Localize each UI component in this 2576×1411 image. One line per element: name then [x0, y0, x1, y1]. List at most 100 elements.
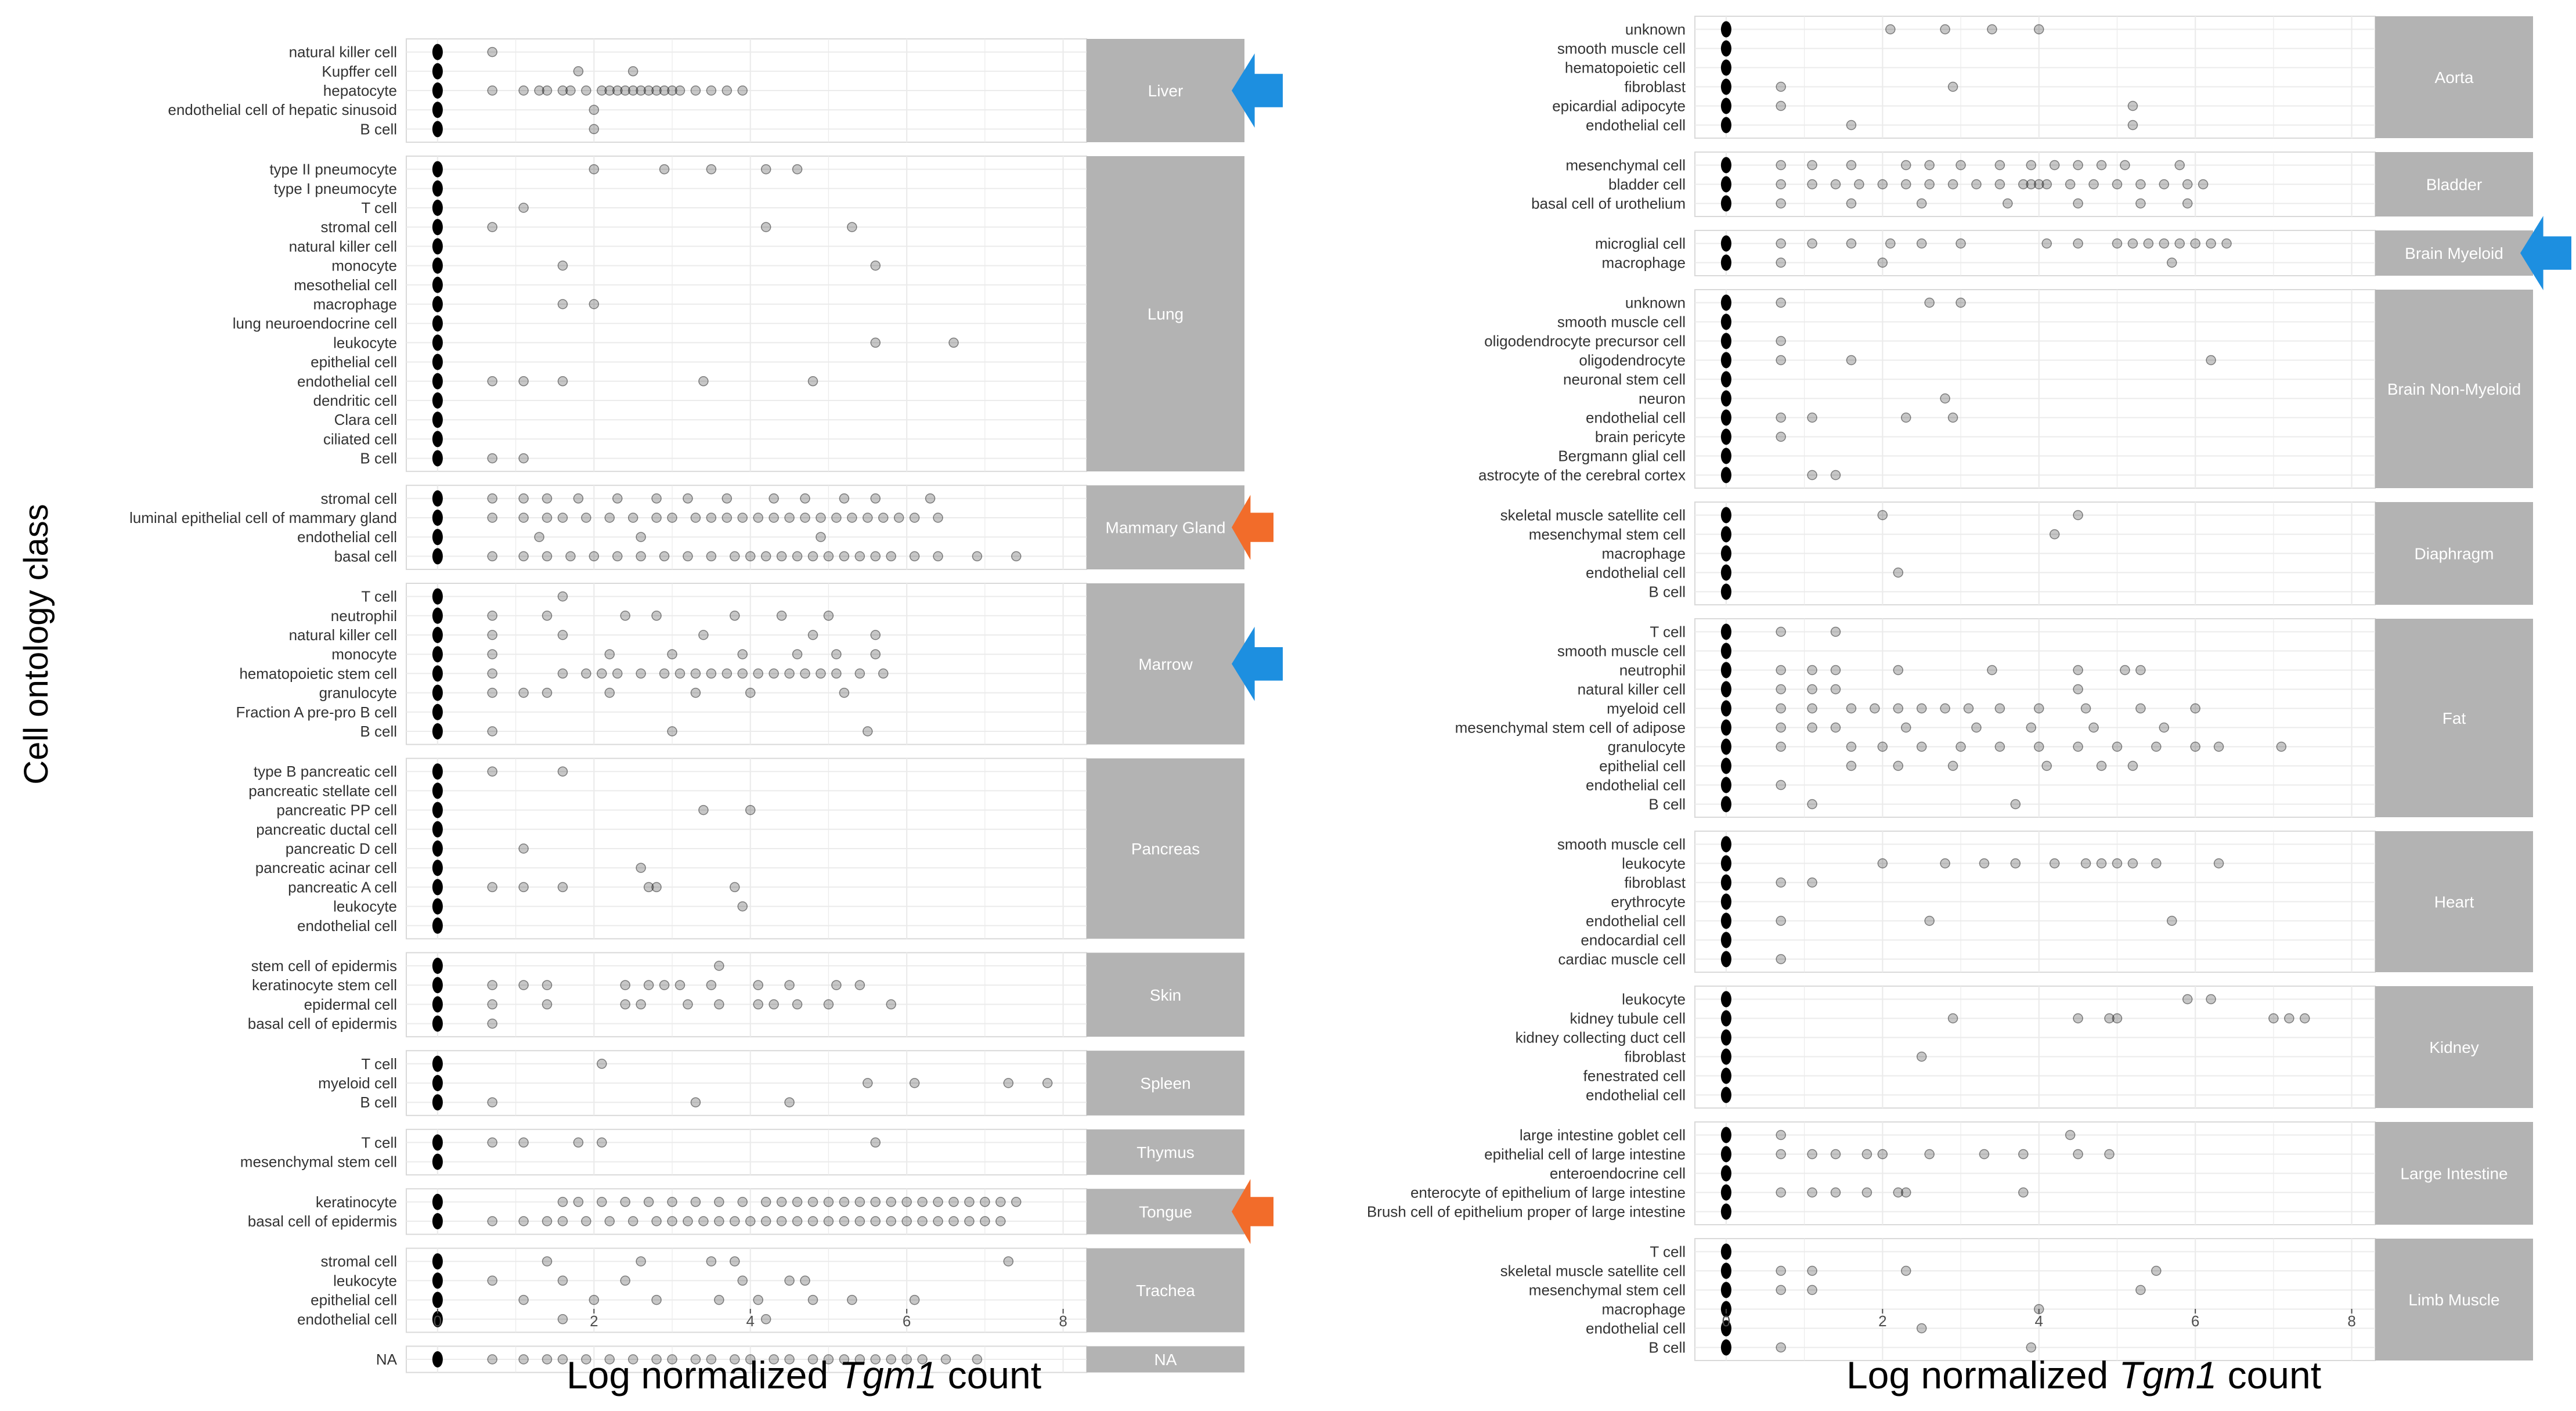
data-point [487, 611, 497, 621]
data-point [1846, 120, 1857, 131]
data-point [589, 551, 600, 562]
data-point-zero [1720, 951, 1731, 968]
class-label: endothelial cell of hepatic sinusoid [168, 101, 397, 118]
class-label: epidermal cell [304, 995, 397, 1013]
data-point [1971, 722, 1982, 733]
data-point [769, 668, 779, 679]
data-point [659, 668, 670, 679]
data-point [980, 1197, 990, 1207]
facet-strip-label: Brain Myeloid [2405, 244, 2503, 262]
data-point [800, 1275, 810, 1286]
data-point-zero [432, 161, 443, 178]
data-point [2018, 1149, 2029, 1160]
data-point [909, 1078, 920, 1088]
data-point [659, 551, 670, 562]
data-point-zero [1720, 235, 1731, 252]
class-label: NA [376, 1351, 398, 1368]
data-point [518, 1294, 529, 1305]
class-label: mesenchymal cell [1565, 157, 1686, 174]
data-point [870, 337, 881, 348]
data-point [1861, 1187, 1873, 1198]
data-point [760, 222, 771, 232]
data-point [487, 980, 497, 990]
facet-strip-brain-myeloid [2375, 230, 2533, 276]
data-point [1807, 877, 1817, 888]
data-point [2213, 741, 2224, 752]
data-point-zero [432, 238, 443, 255]
class-label: leukocyte [333, 898, 397, 915]
data-point [776, 551, 787, 562]
data-point [2300, 1013, 2310, 1024]
data-point [565, 551, 576, 562]
data-point-zero [432, 1055, 443, 1072]
facet-strip-label: Liver [1148, 82, 1184, 100]
data-point [2033, 741, 2044, 752]
data-point [518, 882, 529, 893]
data-point [698, 376, 709, 387]
data-point [839, 1197, 850, 1207]
data-point [2151, 1265, 2162, 1276]
data-point [542, 999, 553, 1010]
class-label: smooth muscle cell [1557, 40, 1686, 57]
data-point [683, 1216, 693, 1226]
x-axis-title-left: Log normalized Tgm1 count [567, 1354, 1041, 1396]
data-point [1776, 355, 1786, 366]
data-point [1776, 665, 1786, 676]
data-point [807, 1216, 818, 1226]
data-point-zero [1720, 1067, 1731, 1084]
class-label: endothelial cell [1586, 912, 1686, 930]
facet-strip-mammary-gland [1087, 485, 1244, 569]
data-point [627, 66, 638, 77]
x-axis-title-right: Log normalized Tgm1 count [1846, 1354, 2321, 1396]
data-point [800, 513, 810, 523]
class-label: type II pneumocyte [269, 161, 397, 178]
data-point [487, 726, 497, 737]
data-point [487, 1216, 497, 1226]
data-point [2268, 1013, 2279, 1024]
class-label: endothelial cell [297, 373, 397, 390]
data-point [1924, 160, 1935, 171]
data-point [2143, 238, 2154, 249]
facet-strip-trachea [1087, 1248, 1244, 1333]
class-label: basal cell of urothelium [1531, 195, 1686, 212]
data-point [1776, 1342, 1786, 1353]
data-point [1877, 1149, 1888, 1160]
x-axis-title-left-part1: Log normalized [567, 1354, 839, 1396]
data-point [487, 999, 497, 1010]
class-label: natural killer cell [289, 237, 397, 255]
data-point [589, 124, 600, 135]
data-point [776, 611, 787, 621]
data-point-zero [432, 1193, 443, 1210]
data-point-zero [1720, 1010, 1731, 1027]
data-point [721, 493, 733, 504]
data-point [1830, 684, 1841, 695]
data-point [597, 1197, 607, 1207]
class-label: T cell [361, 1134, 397, 1151]
class-label: cardiac muscle cell [1558, 951, 1686, 968]
class-label: microglial cell [1595, 235, 1686, 252]
data-point [1776, 335, 1786, 347]
data-point [2135, 665, 2146, 676]
data-point [870, 630, 881, 640]
class-label: mesenchymal stem cell [1529, 1282, 1686, 1299]
facet-strip-large-intestine [2375, 1122, 2533, 1225]
class-label: T cell [1650, 623, 1686, 641]
class-label: hepatocyte [323, 82, 397, 99]
data-point [1877, 858, 1888, 869]
data-point [972, 1354, 983, 1365]
class-label: large intestine goblet cell [1520, 1127, 1686, 1144]
data-point [620, 85, 630, 96]
data-point [1830, 1187, 1841, 1198]
data-point [542, 551, 553, 562]
data-point-zero [1720, 700, 1731, 717]
data-point-zero [432, 219, 443, 236]
data-point [2073, 1013, 2083, 1024]
facet-strip-bladder [2375, 152, 2533, 216]
data-point-zero [1720, 371, 1731, 388]
data-point [909, 1294, 920, 1305]
class-label: pancreatic stellate cell [248, 782, 397, 799]
data-point [1042, 1078, 1053, 1088]
data-point [542, 1216, 553, 1226]
facet-strip-label: Bladder [2426, 176, 2483, 194]
data-point [604, 1216, 615, 1226]
